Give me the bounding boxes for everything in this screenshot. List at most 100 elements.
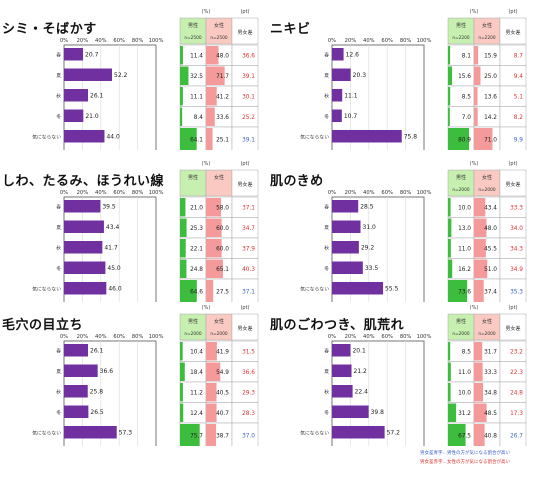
- female-n: n=2000: [478, 187, 496, 193]
- female-fill: [206, 239, 222, 258]
- male-fill: [180, 280, 197, 303]
- gap-value: 5.1: [514, 94, 524, 100]
- tick-label: 40%: [95, 334, 107, 340]
- unit-percent: (%): [470, 9, 479, 15]
- category-label: 秋: [324, 92, 329, 99]
- panel-title: 肌のごわつき、肌荒れ: [270, 318, 405, 333]
- category-label: 春: [56, 51, 61, 58]
- category-label: 冬: [324, 409, 329, 416]
- male-value: 31.2: [458, 411, 471, 417]
- male-fill: [448, 362, 451, 381]
- gap-header: 男女差: [237, 325, 252, 332]
- female-fill: [474, 424, 485, 447]
- tick-label: 80%: [400, 38, 412, 44]
- gap-value: 37.1: [242, 205, 255, 211]
- gap-value: 37.9: [242, 246, 255, 252]
- data-label: 22.4: [355, 388, 369, 395]
- female-value: 58.0: [216, 205, 229, 211]
- male-header: 男性: [456, 22, 466, 29]
- female-fill: [206, 198, 222, 217]
- data-label: 57.3: [119, 429, 133, 436]
- gap-value: 33.3: [510, 205, 523, 211]
- category-label: 春: [324, 51, 329, 58]
- data-label: 39.8: [371, 409, 385, 416]
- gap-value: 36.6: [242, 370, 255, 376]
- male-fill: [180, 218, 187, 237]
- data-label: 41.7: [104, 244, 118, 251]
- panel-texture: 肌のきめ 0% 20% 40% 60% 80% 100% 春 28.5 夏 31.0 秋 29.2 冬 3…: [268, 152, 528, 304]
- bar: [332, 68, 351, 81]
- category-label: 冬: [324, 113, 329, 120]
- tick-label: 60%: [381, 334, 393, 340]
- chart-wrinkles: 0% 20% 40% 60% 80% 100% 春 39.5 夏 43.4 秋 41.7 冬 45.0 気に…: [32, 161, 259, 304]
- gap-value: 35.3: [510, 289, 523, 295]
- male-value: 22.1: [190, 246, 203, 252]
- tick-label: 80%: [400, 334, 412, 340]
- panel-title: シミ・そばかす: [2, 22, 97, 37]
- gap-header: 男女差: [505, 325, 520, 332]
- bar: [332, 130, 402, 143]
- tick-label: 0%: [328, 190, 336, 196]
- male-value: 21.0: [190, 205, 203, 211]
- female-fill: [206, 107, 215, 126]
- female-header: 女性: [214, 174, 224, 181]
- unit-percent: (%): [470, 161, 479, 167]
- panel-roughness: 肌のごわつき、肌荒れ 0% 20% 40% 60% 80% 100% 春 20.1 夏 21.2 秋…: [268, 296, 528, 448]
- category-label: 春: [56, 347, 61, 354]
- male-fill: [180, 198, 186, 217]
- gap-header-cell: [231, 169, 259, 197]
- female-value: 54.9: [216, 370, 229, 376]
- tick-label: 0%: [60, 38, 68, 44]
- male-fill: [180, 424, 200, 447]
- male-fill: [448, 424, 466, 447]
- panel-title: ニキビ: [270, 22, 311, 37]
- note-red: 男女差赤字…女性の方が気になる割合が高い: [420, 460, 510, 465]
- tick-label: 0%: [328, 38, 336, 44]
- gap-value: 31.5: [242, 349, 255, 355]
- bar: [64, 109, 84, 122]
- female-header-cell: [205, 169, 233, 197]
- female-fill: [474, 362, 483, 381]
- male-header-cell: [179, 169, 207, 197]
- male-value: 73.6: [458, 289, 471, 295]
- data-label: 33.5: [365, 265, 379, 272]
- female-value: 13.6: [484, 94, 497, 100]
- female-header: 女性: [214, 22, 224, 29]
- male-value: 18.4: [190, 370, 203, 376]
- female-n: n=2000: [478, 331, 496, 337]
- category-label: 冬: [56, 113, 61, 120]
- category-label: 春: [324, 347, 329, 354]
- male-fill: [180, 46, 183, 65]
- data-label: 21.0: [85, 113, 99, 120]
- female-fill: [474, 280, 484, 303]
- male-value: 11.4: [190, 53, 203, 59]
- female-header-cell: [473, 313, 501, 341]
- bar: [332, 220, 361, 233]
- panel-title: 毛穴の目立ち: [2, 318, 84, 333]
- female-value: 14.2: [484, 115, 497, 121]
- bar: [64, 89, 89, 102]
- female-fill: [474, 403, 487, 422]
- tick-label: 60%: [381, 190, 393, 196]
- tick-label: 80%: [132, 334, 144, 340]
- female-fill: [206, 383, 217, 402]
- panel-title: 肌のきめ: [270, 174, 324, 189]
- data-label: 26.5: [90, 409, 104, 416]
- female-fill: [474, 107, 478, 126]
- gap-cell: [499, 126, 527, 152]
- male-value: 24.8: [190, 267, 203, 273]
- female-header: 女性: [482, 22, 492, 29]
- gap-header-cell: [231, 313, 259, 341]
- female-value: 41.2: [216, 94, 229, 100]
- male-value: 13.0: [458, 226, 471, 232]
- unit-pt: (pt): [240, 9, 249, 15]
- tick-label: 20%: [77, 334, 89, 340]
- category-label: 夏: [56, 73, 61, 79]
- data-label: 20.3: [353, 72, 367, 79]
- data-label: 10.7: [344, 113, 358, 120]
- male-value: 10.0: [458, 390, 471, 396]
- female-value: 25.0: [484, 74, 497, 80]
- female-fill: [474, 198, 486, 217]
- male-value: 80.9: [458, 137, 471, 143]
- gap-value: 30.1: [242, 94, 255, 100]
